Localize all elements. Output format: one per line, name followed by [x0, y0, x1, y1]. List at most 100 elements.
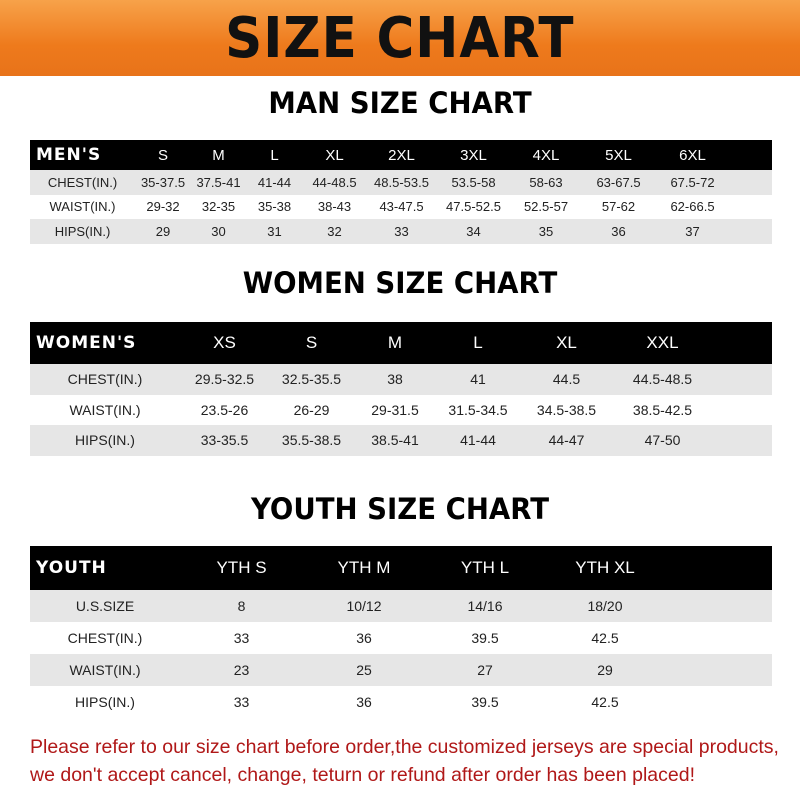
table-cell: 29.5-32.5	[194, 371, 255, 388]
row-label: WAIST(IN.)	[49, 199, 116, 215]
table-cell: YTH L	[460, 558, 510, 577]
table-row: WAIST(IN.) 23 25 27 29	[30, 654, 772, 686]
row-label: MEN'S	[36, 145, 102, 165]
table-cell: 29-31.5	[371, 401, 419, 418]
table-cell: 37	[685, 223, 700, 239]
table-cell: 36	[611, 223, 626, 239]
banner-title: SIZE CHART	[225, 5, 575, 71]
table-header-row: MEN'S S M L XL 2XL 3XL 4XL 5XL 6XL	[30, 140, 772, 170]
table-cell: 39.5	[471, 694, 499, 710]
table-cell: 31	[267, 223, 282, 239]
table-cell: 2XL	[388, 146, 415, 164]
table-cell: 44.5	[552, 371, 581, 388]
women-size-table: WOMEN'S XS S M L XL XXL CHEST(IN.) 29.5-32.5 32.5…	[30, 322, 772, 456]
table-cell: 44-47	[548, 432, 585, 449]
youth-size-table: YOUTH YTH S YTH M YTH L YTH XL U.S.SIZE 8 10/12…	[30, 546, 772, 718]
table-cell: L	[270, 146, 279, 164]
table-cell: XL	[556, 333, 577, 352]
table-cell: 25	[356, 662, 372, 678]
table-cell: M	[387, 333, 403, 352]
table-cell: 5XL	[605, 146, 632, 164]
table-cell: 32-35	[201, 199, 236, 215]
table-row: HIPS(IN.) 33-35.5 35.5-38.5 38.5-41 41-44 44-…	[30, 425, 772, 456]
table-cell: 29-32	[146, 199, 180, 215]
table-cell: 27	[477, 662, 493, 678]
table-cell: 33	[394, 223, 409, 239]
table-cell: 35.5-38.5	[281, 432, 342, 449]
table-cell: 41-44	[257, 174, 292, 190]
table-cell: 31.5-34.5	[448, 401, 508, 418]
table-row: U.S.SIZE 8 10/12 14/16 18/20	[30, 590, 772, 622]
table-cell: 4XL	[532, 146, 560, 164]
table-cell: 42.5	[591, 630, 619, 646]
table-cell: 34.5-38.5	[536, 401, 597, 418]
row-label: CHEST(IN.)	[67, 630, 143, 646]
table-row: WAIST(IN.) 29-32 32-35 35-38 38-43 43-47.5 47.…	[30, 194, 772, 219]
table-header-row: WOMEN'S XS S M L XL XXL	[30, 322, 772, 364]
table-cell: S	[305, 333, 318, 352]
table-cell: 47.5-52.5	[446, 199, 501, 215]
table-cell: 33-35.5	[200, 432, 249, 449]
table-cell: 41	[470, 371, 486, 388]
table-cell: XS	[213, 333, 236, 352]
table-row: HIPS(IN.) 33 36 39.5 42.5	[30, 686, 772, 718]
table-cell: 67.5-72	[670, 174, 715, 190]
order-notice: Please refer to our size chart before or…	[30, 733, 790, 789]
table-cell: 38-43	[317, 199, 352, 215]
table-cell: 34	[466, 223, 481, 239]
table-cell: 39.5	[471, 630, 499, 646]
row-label: WAIST(IN.)	[69, 401, 141, 418]
row-label: CHEST(IN.)	[47, 174, 118, 190]
table-cell: 30	[211, 223, 226, 239]
men-section-title: MAN SIZE CHART	[268, 86, 532, 120]
table-cell: 43-47.5	[379, 199, 424, 215]
table-cell: 52.5-57	[523, 199, 569, 215]
table-cell: 38.5-42.5	[632, 401, 693, 418]
table-cell: 53.5-58	[451, 174, 496, 190]
table-cell: 23	[233, 662, 250, 678]
table-cell: 32	[327, 223, 342, 239]
table-cell: 32.5-35.5	[281, 371, 342, 388]
table-cell: 63-67.5	[596, 174, 641, 190]
row-label: HIPS(IN.)	[75, 694, 135, 710]
table-row: CHEST(IN.) 35-37.5 37.5-41 41-44 44-48.5 48.5…	[30, 170, 772, 195]
table-cell: 14/16	[467, 598, 503, 614]
table-cell: 33	[233, 630, 250, 646]
table-cell: YTH XL	[575, 558, 635, 577]
table-row: WAIST(IN.) 23.5-26 26-29 29-31.5 31.5-34.5 34…	[30, 394, 772, 425]
table-cell: 48.5-53.5	[374, 174, 429, 190]
table-cell: M	[212, 146, 225, 164]
youth-section-title: YOUTH SIZE CHART	[250, 492, 550, 526]
table-cell: 36	[356, 630, 372, 646]
table-cell: 18/20	[587, 598, 623, 614]
table-cell: 29	[155, 223, 171, 239]
row-label: U.S.SIZE	[75, 598, 135, 614]
table-row: CHEST(IN.) 29.5-32.5 32.5-35.5 38 41 44.5 44.5…	[30, 364, 772, 395]
table-header-row: YOUTH YTH S YTH M YTH L YTH XL	[30, 546, 772, 590]
men-size-table: MEN'S S M L XL 2XL 3XL 4XL 5XL 6XL CHEST(IN.) 35-37…	[30, 140, 772, 244]
table-cell: 35	[538, 223, 554, 239]
table-cell: 47-50	[644, 432, 681, 449]
notice-line-1: Please refer to our size chart before or…	[30, 736, 779, 758]
table-cell: 62-66.5	[670, 199, 715, 215]
table-cell: 6XL	[679, 146, 706, 164]
table-cell: XXL	[646, 333, 679, 352]
table-cell: 42.5	[591, 694, 619, 710]
table-row: HIPS(IN.) 29 30 31 32 33 34 35 36 37	[30, 219, 772, 244]
table-cell: 23.5-26	[200, 401, 249, 418]
table-cell: L	[473, 333, 483, 352]
table-cell: YTH S	[216, 558, 267, 577]
table-cell: 3XL	[460, 146, 487, 164]
table-cell: 58-63	[529, 174, 563, 190]
row-label: CHEST(IN.)	[67, 371, 143, 388]
row-label: WOMEN'S	[36, 333, 137, 353]
table-cell: 44-48.5	[312, 174, 357, 190]
table-cell: 44.5-48.5	[632, 371, 693, 388]
table-cell: YTH M	[337, 558, 391, 577]
table-cell: 37.5-41	[196, 174, 241, 190]
women-section-title: WOMEN SIZE CHART	[242, 266, 558, 300]
table-cell: 10/12	[346, 598, 382, 614]
table-cell: 8	[237, 598, 246, 614]
row-label: HIPS(IN.)	[54, 223, 111, 239]
table-cell: S	[157, 146, 168, 164]
